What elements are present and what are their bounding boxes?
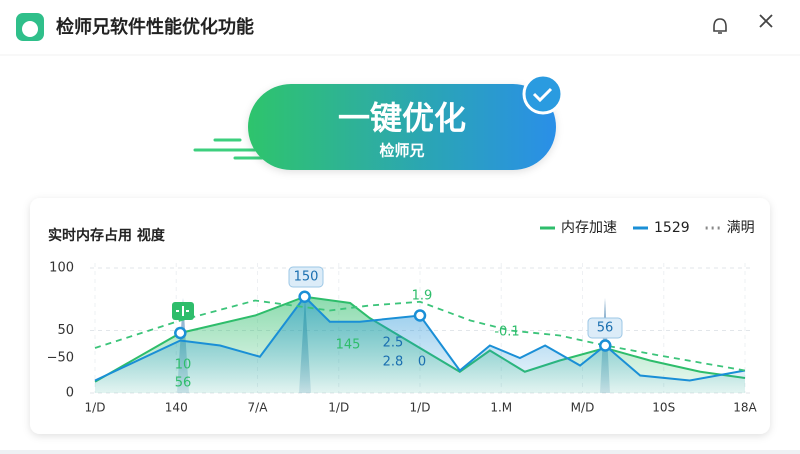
annotation: 150	[294, 270, 319, 285]
y-tick-label: 100	[49, 261, 74, 276]
annotation: 145	[336, 338, 361, 353]
series-line	[94, 299, 746, 372]
annotation: 0	[418, 355, 426, 370]
series-line	[94, 295, 746, 382]
annotation: 10	[175, 358, 192, 373]
point-marker	[413, 309, 427, 322]
close-button[interactable]	[759, 14, 773, 28]
y-tick-label: 0	[66, 386, 74, 401]
legend-label: 满明	[727, 220, 755, 236]
series-area	[95, 296, 745, 393]
speed-lines	[193, 138, 264, 160]
check-mark	[532, 87, 553, 103]
x-tick-label: 7/A	[248, 401, 269, 415]
x-tick-label: 1.M	[490, 401, 512, 415]
check-badge	[522, 73, 564, 115]
annotation: 2.8	[383, 355, 404, 370]
x-tick-label: M/D	[571, 401, 595, 415]
annotation: 2.5	[383, 336, 404, 351]
y-tick-label: 50	[57, 323, 74, 338]
point-marker	[174, 326, 187, 340]
point-marker	[599, 339, 612, 352]
app-icon-face	[22, 21, 38, 37]
x-tick-label: 1/D	[85, 401, 106, 415]
x-tick-label: 1/D	[328, 401, 349, 415]
point-marker	[298, 290, 311, 303]
y-tick-label: −50	[47, 351, 74, 366]
annotation-box	[587, 317, 623, 339]
button-sublabel: 检师兄	[379, 142, 424, 160]
window-title: 检师兄软件性能优化功能	[56, 16, 254, 38]
marker-badge-icon	[176, 306, 189, 316]
x-tick-label: 18A	[733, 401, 757, 415]
x-tick-label: 10S	[652, 401, 675, 415]
bell-button[interactable]	[713, 18, 727, 34]
annotation: -0.1	[494, 325, 519, 340]
annotation: 1.9	[412, 289, 433, 304]
annotation: 56	[175, 376, 192, 391]
chart-title: 实时内存占用 视度	[48, 227, 166, 244]
annotation: 56	[597, 321, 614, 336]
legend-label: 内存加速	[561, 220, 617, 236]
annotation-box	[288, 266, 324, 288]
optimize-button[interactable]: 一键优化 检师兄	[248, 84, 556, 170]
x-tick-label: 1/D	[410, 401, 431, 415]
x-tick-label: 140	[165, 401, 188, 415]
legend-label: 1529	[654, 220, 690, 236]
button-label: 一键优化	[338, 99, 466, 137]
